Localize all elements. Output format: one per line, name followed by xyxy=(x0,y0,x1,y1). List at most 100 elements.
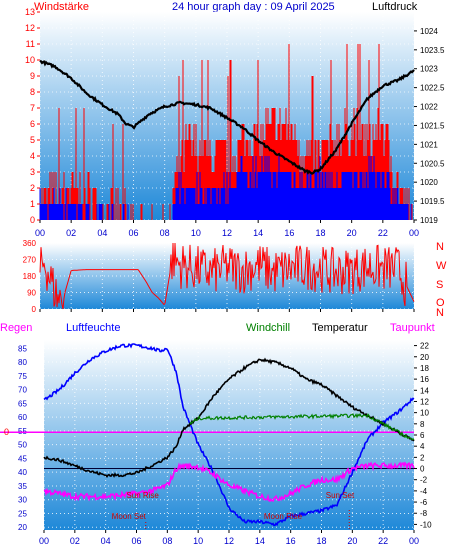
direction-ytick-label: 270 xyxy=(23,256,37,265)
temperature-ytick-label: 4 xyxy=(420,442,425,451)
temperature-ytick-label: 6 xyxy=(420,431,425,440)
wind-direction-line xyxy=(39,242,415,310)
humidity-ytick-label: 70 xyxy=(18,386,27,395)
wind-ytick-label: 11 xyxy=(26,39,35,49)
humidity-ytick-label: 30 xyxy=(18,496,27,505)
temperature-ytick-label: -10 xyxy=(420,520,432,529)
wind-pressure-xtick-label: 00 xyxy=(35,228,45,238)
wind-pressure-xtick-label: 16 xyxy=(284,228,294,238)
climate-xtick-label: 06 xyxy=(131,536,141,546)
climate-xtick-label: 18 xyxy=(316,536,326,546)
wind-ytick-label: 9 xyxy=(30,71,35,81)
pressure-ytick-label: 1019.5 xyxy=(420,197,445,206)
wind-pressure-xtick-label: 22 xyxy=(378,228,388,238)
climate-xtick-label: 16 xyxy=(286,536,296,546)
temperature-legend: Temperatur xyxy=(312,322,368,334)
pressure-ytick-label: 1023 xyxy=(420,65,438,74)
pressure-ytick-label: 1019 xyxy=(420,216,438,225)
humidity-line xyxy=(43,343,415,527)
pressure-ytick-label: 1020.5 xyxy=(420,159,445,168)
temperature-ytick-label: 10 xyxy=(420,409,429,418)
wind-ytick-label: 1 xyxy=(30,199,35,209)
direction-compass-label: W xyxy=(436,260,447,272)
direction-compass-label: N xyxy=(436,241,444,253)
chart-panels: 01234567891011121310191019.510201020.510… xyxy=(0,7,447,546)
pressure-ytick-label: 1022.5 xyxy=(420,84,445,93)
wind-pressure-xtick-label: 04 xyxy=(97,228,107,238)
wind-axis-title: Windstärke xyxy=(34,1,89,13)
humidity-ytick-label: 65 xyxy=(18,399,27,408)
direction-compass-label: O xyxy=(436,297,445,309)
rain-ytick-label: 0 xyxy=(4,427,9,437)
pressure-ytick-label: 1020 xyxy=(420,178,438,187)
direction-compass-label: N xyxy=(436,307,444,319)
climate-xtick-label: 10 xyxy=(193,536,203,546)
direction-compass-label: S xyxy=(436,279,443,291)
temperature-ytick-label: 8 xyxy=(420,420,425,429)
pressure-axis-title: Luftdruck xyxy=(372,1,418,13)
temperature-ytick-label: -2 xyxy=(420,476,428,485)
wind-pressure-xtick-label: 08 xyxy=(160,228,170,238)
humidity-ytick-label: 85 xyxy=(18,344,27,353)
wind-ytick-label: 12 xyxy=(25,23,35,33)
windchill-line xyxy=(189,412,415,441)
humidity-ytick-label: 45 xyxy=(18,454,27,463)
temperature-ytick-label: 12 xyxy=(420,397,429,406)
humidity-ytick-label: 40 xyxy=(18,468,27,477)
dewpoint-legend: Taupunkt xyxy=(390,322,435,334)
climate-xtick-label: 20 xyxy=(347,536,357,546)
climate-xtick-label: 02 xyxy=(70,536,80,546)
humidity-ytick-label: 75 xyxy=(18,372,27,381)
wind-ytick-label: 6 xyxy=(30,119,35,129)
wind-pressure-xtick-label: 14 xyxy=(253,228,263,238)
windchill-legend: Windchill xyxy=(246,322,290,334)
direction-ytick-label: 180 xyxy=(23,272,37,281)
humidity-ytick-label: 50 xyxy=(18,441,27,450)
direction-ytick-label: 0 xyxy=(32,305,37,314)
humidity-ytick-label: 25 xyxy=(18,509,27,518)
sun-rise-label: Sun Rise xyxy=(126,491,159,500)
moon-set-label: Moon Set xyxy=(112,512,147,521)
rain-axis-title: Regen xyxy=(0,322,32,334)
humidity-axis-title: Luftfeuchte xyxy=(66,322,120,334)
pressure-ytick-label: 1023.5 xyxy=(420,46,445,55)
temperature-ytick-label: 20 xyxy=(420,353,429,362)
temperature-ytick-label: 2 xyxy=(420,453,425,462)
temperature-ytick-label: -4 xyxy=(420,487,428,496)
wind-ytick-label: 4 xyxy=(30,151,35,161)
chart-title: 24 hour graph day : 09 April 2025 xyxy=(172,1,335,13)
wind-pressure-xtick-label: 12 xyxy=(222,228,232,238)
climate-xtick-label: 00 xyxy=(39,536,49,546)
wind-ytick-label: 2 xyxy=(30,183,35,193)
temperature-ytick-label: 16 xyxy=(420,375,429,384)
wind-ytick-label: 7 xyxy=(30,103,35,113)
dewpoint-line xyxy=(43,461,415,502)
wind-ytick-label: 5 xyxy=(30,135,35,145)
temperature-line xyxy=(43,357,415,479)
humidity-ytick-label: 35 xyxy=(18,482,27,491)
climate-xtick-label: 22 xyxy=(378,536,388,546)
wind-pressure-xtick-label: 18 xyxy=(315,228,325,238)
temperature-ytick-label: 14 xyxy=(420,386,429,395)
climate-xtick-label: 12 xyxy=(224,536,234,546)
climate-panel: 2025303540455055606570758085-10-8-6-4-20… xyxy=(0,340,432,546)
wind-ytick-label: 3 xyxy=(30,167,35,177)
wind-pressure-xtick-label: 00 xyxy=(409,228,419,238)
temperature-ytick-label: 0 xyxy=(420,465,425,474)
sun-set-label: Sun Set xyxy=(326,491,355,500)
temperature-ytick-label: -8 xyxy=(420,509,428,518)
wind-ytick-label: 0 xyxy=(30,215,35,225)
pressure-ytick-label: 1021 xyxy=(420,140,438,149)
humidity-ytick-label: 20 xyxy=(18,523,27,532)
humidity-ytick-label: 55 xyxy=(18,427,27,436)
wind-pressure-panel: 01234567891011121310191019.510201020.510… xyxy=(25,7,445,238)
humidity-ytick-label: 80 xyxy=(18,358,27,367)
wind-pressure-xtick-label: 10 xyxy=(191,228,201,238)
pressure-ytick-label: 1021.5 xyxy=(420,121,445,130)
climate-xtick-label: 04 xyxy=(101,536,111,546)
wind-pressure-xtick-label: 20 xyxy=(347,228,357,238)
humidity-ytick-label: 60 xyxy=(18,413,27,422)
